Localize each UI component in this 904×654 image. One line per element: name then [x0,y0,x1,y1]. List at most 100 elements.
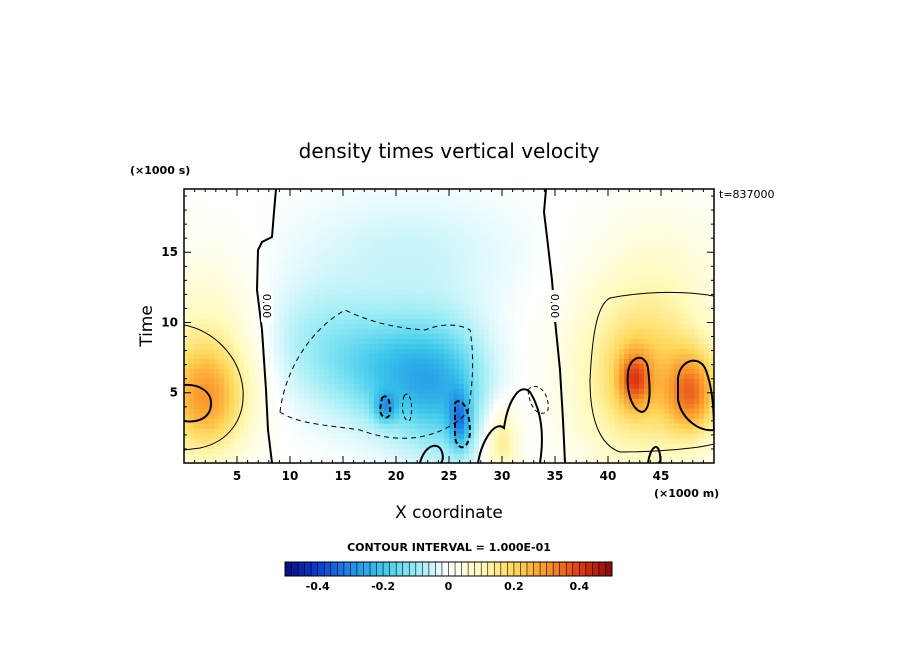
heatmap-cell [419,303,425,310]
heatmap-cell [219,333,225,340]
heatmap-cell [559,328,565,335]
heatmap-cell [229,278,235,285]
heatmap-cell [249,373,255,379]
heatmap-cell [384,308,390,315]
heatmap-cell [234,328,240,335]
heatmap-cell [539,393,545,399]
heatmap-cell [634,388,640,394]
heatmap-cell [449,433,455,439]
heatmap-cell [614,353,620,359]
heatmap-cell [184,368,190,374]
heatmap-cell [534,258,540,265]
heatmap-cell [624,238,630,245]
heatmap-cell [259,363,265,369]
heatmap-cell [324,189,330,195]
heatmap-cell [299,423,305,429]
heatmap-cell [524,238,530,245]
heatmap-cell [184,448,190,454]
heatmap-cell [544,308,550,315]
heatmap-cell [394,233,400,240]
heatmap-cell [264,438,270,444]
heatmap-cell [479,348,485,354]
heatmap-cell [254,363,260,369]
heatmap-cell [244,338,250,345]
heatmap-cell [604,303,610,310]
heatmap-cell [364,263,370,270]
heatmap-cell [524,383,530,389]
heatmap-cell [479,268,485,275]
heatmap-cell [219,203,225,210]
heatmap-cell [229,189,235,195]
heatmap-cell [384,208,390,215]
heatmap-cell [314,333,320,340]
heatmap-cell [504,268,510,275]
heatmap-cell [539,403,545,409]
heatmap-cell [394,268,400,275]
heatmap-cell [584,373,590,379]
heatmap-cell [239,423,245,429]
heatmap-cell [324,203,330,210]
heatmap-cell [479,363,485,369]
heatmap-cell [374,313,380,320]
heatmap-cell [404,288,410,295]
heatmap-cell [614,438,620,444]
heatmap-cell [419,403,425,409]
heatmap-cell [609,198,615,205]
heatmap-cell [594,223,600,230]
heatmap-cell [334,353,340,359]
heatmap-cell [609,268,615,275]
heatmap-cell [569,413,575,419]
heatmap-cell [289,328,295,335]
heatmap-cell [504,283,510,290]
heatmap-cell [329,278,335,285]
heatmap-cell [324,383,330,389]
heatmap-cell [609,428,615,434]
heatmap-cell [544,328,550,335]
heatmap-cell [329,243,335,250]
heatmap-cell [389,213,395,220]
heatmap-cell [249,248,255,255]
heatmap-cell [394,373,400,379]
heatmap-cell [309,248,315,255]
heatmap-cell [609,408,615,414]
heatmap-cell [489,278,495,285]
heatmap-cell [254,228,260,235]
heatmap-cell [204,353,210,359]
heatmap-cell [274,193,280,200]
heatmap-cell [424,353,430,359]
heatmap-cell [464,378,470,384]
heatmap-cell [219,253,225,260]
heatmap-cell [224,233,230,240]
heatmap-cell [259,378,265,384]
heatmap-cell [434,393,440,399]
heatmap-cell [534,333,540,340]
heatmap-cell [469,358,475,364]
heatmap-cell [349,228,355,235]
heatmap-cell [289,213,295,220]
heatmap-cell [544,338,550,345]
heatmap-cell [269,393,275,399]
heatmap-cell [409,308,415,315]
heatmap-cell [384,323,390,330]
heatmap-cell [374,373,380,379]
heatmap-cell [494,323,500,330]
heatmap-cell [514,273,520,280]
heatmap-cell [354,373,360,379]
heatmap-cell [394,298,400,305]
heatmap-cell [584,413,590,419]
heatmap-cell [534,278,540,285]
heatmap-cell [579,383,585,389]
heatmap-cell [494,228,500,235]
heatmap-cell [484,443,490,449]
heatmap-cell [619,263,625,270]
heatmap-cell [534,448,540,454]
heatmap-cell [349,353,355,359]
heatmap-cell [544,263,550,270]
heatmap-cell [434,303,440,310]
heatmap-cell [354,453,360,459]
heatmap-cell [329,458,335,463]
heatmap-cell [549,203,555,210]
heatmap-cell [334,428,340,434]
heatmap-cell [404,423,410,429]
heatmap-cell [374,363,380,369]
